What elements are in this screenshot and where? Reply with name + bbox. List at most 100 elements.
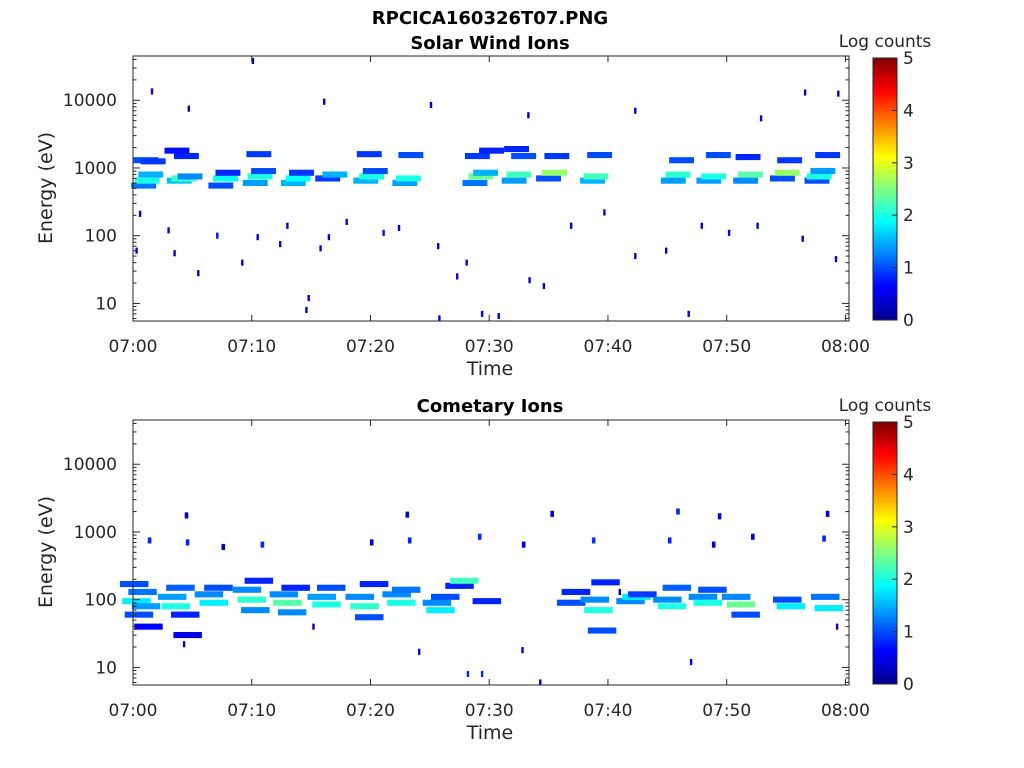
data-cell-101 <box>759 115 763 122</box>
data-cell-87 <box>312 623 315 630</box>
data-cell-42 <box>587 627 617 634</box>
y-tick-label: 100 <box>85 591 117 611</box>
data-cell-62 <box>197 270 200 277</box>
data-cell-99 <box>527 112 530 119</box>
data-cell-75 <box>437 243 440 250</box>
x-tick-label: 07:40 <box>583 337 632 357</box>
data-cell-82 <box>542 283 546 290</box>
data-cell-32 <box>422 599 452 606</box>
data-cell-33 <box>479 147 504 154</box>
x-tick-label: 07:30 <box>465 337 514 357</box>
data-cell-56 <box>773 596 802 603</box>
data-cell-51 <box>738 171 763 178</box>
data-cell-49 <box>662 584 692 591</box>
data-cell-36 <box>450 577 479 584</box>
x-tick-label: 07:30 <box>465 701 514 721</box>
data-cell-63 <box>216 232 219 239</box>
data-cell-10 <box>173 632 202 639</box>
cometary-x-ticks: 07:00 07:10 07:20 07:30 07:40 07:50 08:00 <box>109 420 870 721</box>
data-cell-96 <box>251 57 255 64</box>
data-cell-16 <box>241 607 270 614</box>
data-cell-39 <box>542 169 567 176</box>
data-cell-20 <box>315 175 341 182</box>
cometary-data-cells <box>119 508 844 686</box>
data-cell-75 <box>550 510 554 517</box>
data-cell-24 <box>362 168 388 175</box>
data-cell-102 <box>803 89 807 96</box>
x-tick-label: 07:10 <box>227 701 276 721</box>
data-cell-42 <box>583 173 609 180</box>
data-cell-71 <box>751 533 755 540</box>
data-cell-25 <box>345 593 374 600</box>
data-cell-23 <box>359 173 385 180</box>
data-cell-11 <box>213 175 238 182</box>
data-cell-53 <box>770 175 795 182</box>
data-cell-56 <box>804 177 830 184</box>
data-cell-38 <box>536 175 561 182</box>
data-cell-85 <box>539 679 542 686</box>
data-cell-68 <box>305 306 308 313</box>
data-cell-53 <box>721 593 751 600</box>
data-cell-68 <box>591 537 596 544</box>
colorbar-tick-label: 1 <box>903 623 914 643</box>
data-cell-59 <box>814 605 844 612</box>
data-cell-79 <box>466 670 470 677</box>
data-cell-29 <box>382 591 411 598</box>
colorbar-tick-label: 5 <box>903 413 914 433</box>
data-cell-41 <box>584 607 613 614</box>
solar-wind-plot-area <box>133 56 849 321</box>
data-cell-16 <box>246 151 272 158</box>
data-cell-73 <box>184 512 189 519</box>
data-cell-4 <box>140 158 166 165</box>
x-tick-label: 07:20 <box>346 701 395 721</box>
data-cell-13 <box>242 179 268 186</box>
data-cell-84 <box>835 623 839 630</box>
data-cell-82 <box>521 647 524 654</box>
data-cell-77 <box>717 513 722 520</box>
data-cell-74 <box>397 224 401 231</box>
data-cell-71 <box>327 234 331 241</box>
data-cell-7 <box>177 173 203 180</box>
data-cell-94 <box>150 88 154 95</box>
data-cell-87 <box>687 310 690 317</box>
figure-title: RPCICA160326T07.PNG <box>372 8 608 29</box>
data-cell-57 <box>806 173 832 180</box>
solar-wind-colorbar-label: Log counts <box>839 32 932 52</box>
data-cell-89 <box>727 229 731 236</box>
y-tick-label: 10 <box>95 658 117 678</box>
data-cell-83 <box>689 659 693 666</box>
x-tick-label: 08:00 <box>821 337 870 357</box>
data-cell-92 <box>834 256 838 263</box>
data-cell-38 <box>556 599 586 606</box>
data-cell-80 <box>480 670 484 677</box>
data-cell-49 <box>705 152 731 159</box>
data-cell-30 <box>468 173 494 180</box>
colorbar-tick-label: 1 <box>903 259 914 279</box>
data-cell-50 <box>688 593 718 600</box>
data-cell-91 <box>801 235 804 242</box>
data-cell-15 <box>251 168 276 175</box>
data-cell-48 <box>657 603 687 610</box>
data-cell-32 <box>464 153 490 160</box>
data-cell-39 <box>561 588 591 595</box>
data-cell-21 <box>281 584 310 591</box>
data-cell-65 <box>256 234 259 241</box>
data-cell-29 <box>462 179 488 186</box>
data-cell-15 <box>237 596 266 603</box>
data-cell-85 <box>634 253 637 260</box>
x-tick-label: 07:50 <box>702 701 751 721</box>
data-cell-77 <box>456 273 459 280</box>
colorbar-tick-label: 3 <box>903 518 914 538</box>
data-cell-70 <box>319 245 322 252</box>
data-cell-90 <box>756 222 759 229</box>
data-cell-52 <box>735 154 761 161</box>
data-cell-2 <box>138 171 164 178</box>
data-cell-72 <box>345 218 348 225</box>
data-cell-95 <box>187 105 190 112</box>
data-cell-66 <box>279 241 282 248</box>
data-cell-5 <box>134 623 163 630</box>
data-cell-104 <box>135 247 138 254</box>
data-cell-40 <box>580 596 610 603</box>
data-cell-0 <box>131 182 157 189</box>
